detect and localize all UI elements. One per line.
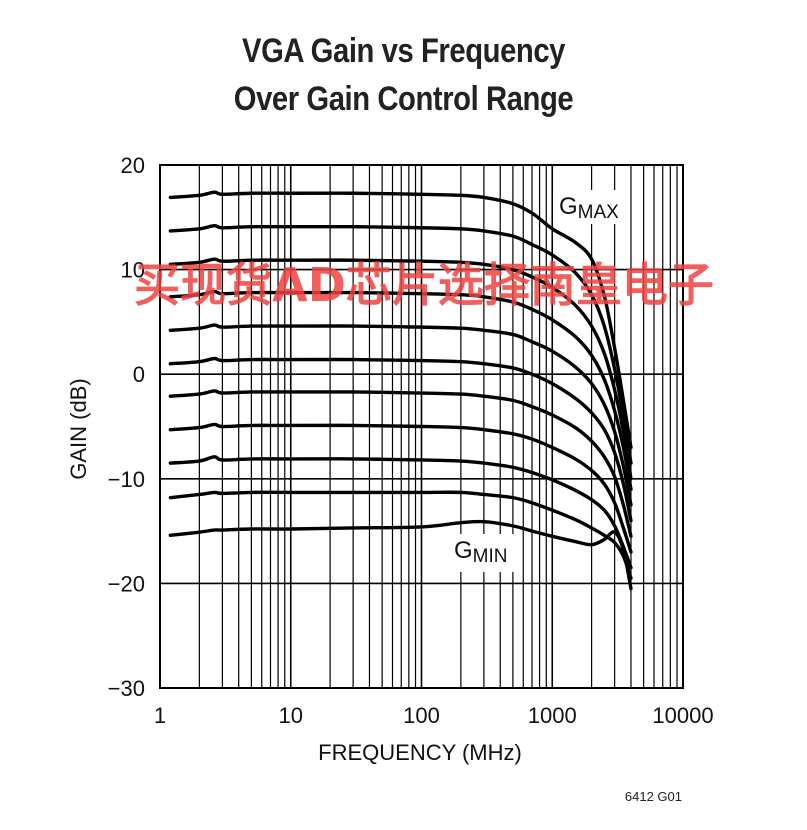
y-tick-label: 10 [121,258,145,283]
x-tick-label: 10000 [652,703,713,728]
series-line-8 [168,422,633,554]
series-line-10 [168,490,633,580]
series-line-2 [168,223,633,465]
gmax-label: GMAX [559,193,619,223]
x-tick-label: 100 [403,703,440,728]
watermark-text: 买现货AD芯片选择南皇电子 [134,258,714,312]
series-line-1 [168,190,633,450]
chart-title-line2: Over Gain Control Range [233,80,574,118]
series-line-5 [168,323,633,507]
gmin-label-bg [448,534,514,572]
y-axis-label: GAIN (dB) [66,378,91,479]
y-tick-label: −20 [108,571,145,596]
series-line-9 [168,455,633,570]
series-line-6 [168,356,633,523]
series-line-11 [168,519,633,591]
x-tick-label: 1000 [528,703,577,728]
plot-frame [159,164,684,689]
chart-title-line1: VGA Gain vs Frequency [241,32,566,70]
gmax-label-bg [553,190,625,224]
curves [168,190,633,591]
y-tick-label: −30 [108,676,145,701]
x-axis-label: FREQUENCY (MHz) [318,740,522,765]
y-tick-label: −10 [108,467,145,492]
series-line-3 [168,257,633,481]
y-tick-label: 0 [133,362,145,387]
figure-id: 6412 G01 [625,789,682,804]
series-line-4 [168,289,633,491]
series-line-7 [168,389,633,539]
x-tick-label: 1 [154,703,166,728]
y-tick-label: 20 [121,153,145,178]
gmin-label: GMIN [454,537,508,567]
x-tick-label: 10 [279,703,303,728]
